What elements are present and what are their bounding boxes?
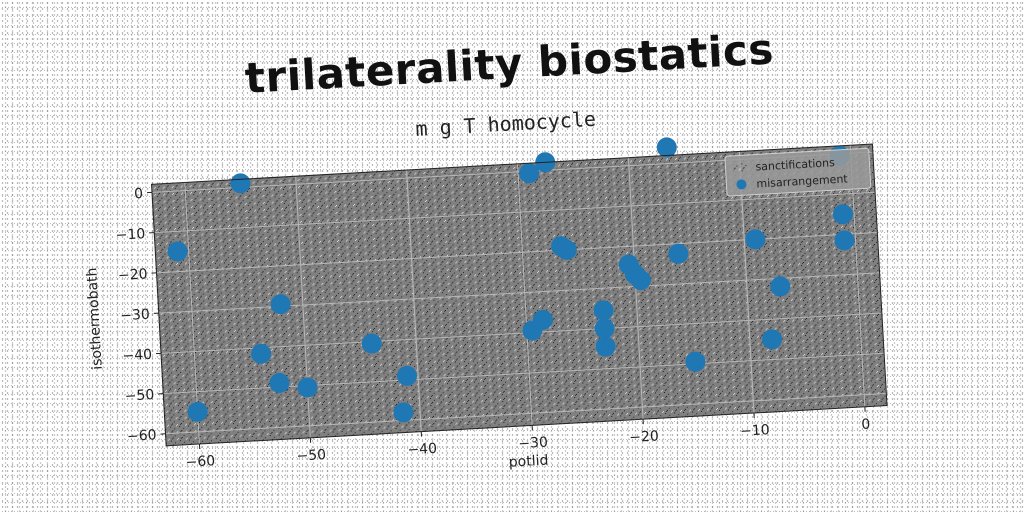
y-tick-label: −60 (127, 427, 157, 445)
y-gridline (154, 191, 876, 234)
data-point (593, 300, 614, 321)
x-tick-label: −20 (629, 428, 659, 446)
legend-marker-sanctifications (733, 163, 748, 173)
data-point (187, 401, 208, 422)
y-gridline (160, 312, 882, 354)
x-tick-label: −10 (740, 422, 770, 440)
x-gridline (517, 163, 533, 426)
data-point (656, 137, 677, 158)
data-point (167, 241, 188, 262)
y-gridline (165, 393, 887, 435)
plot-area: −60 −50 −40 −30 −20 −10 0 0 −10 −20 −30 −40 −50 −60 p… (84, 137, 888, 471)
legend-label-misarrangement: misarrangement (756, 172, 849, 190)
x-axis-label: potlid (508, 453, 548, 471)
y-axis-label: isothermobath (84, 267, 106, 370)
data-point (556, 239, 577, 260)
data-point (270, 294, 291, 315)
data-point (522, 320, 543, 341)
x-tick-label: −40 (407, 441, 437, 459)
legend-marker-misarrangement (736, 179, 747, 190)
x-gridline (406, 170, 422, 432)
axis-ticks: −60 −50 −40 −30 −20 −10 0 0 −10 −20 −30 −40 −50 −60 (115, 186, 871, 471)
data-point (297, 377, 318, 398)
data-point (832, 204, 853, 225)
y-tick-label: −10 (115, 226, 145, 244)
data-point (230, 173, 251, 194)
y-tick-label: −30 (120, 307, 150, 325)
x-tick-label: −30 (518, 435, 548, 453)
data-point (762, 329, 783, 350)
data-point (770, 276, 791, 297)
y-tick-label: −20 (118, 266, 148, 284)
y-tick-label: −50 (124, 387, 154, 405)
y-tick-label: 0 (134, 186, 144, 202)
data-point (269, 373, 290, 394)
data-point (834, 230, 855, 251)
x-tick-label: 0 (861, 417, 871, 433)
data-point (361, 333, 382, 354)
x-tick-label: −60 (185, 453, 215, 471)
data-point (595, 336, 616, 357)
data-point (745, 229, 766, 250)
misarrangement-points (167, 137, 855, 423)
data-point (396, 365, 417, 386)
y-tick-label: −40 (122, 347, 152, 365)
x-tick-label: −50 (296, 447, 326, 465)
legend-box (724, 147, 872, 197)
data-point (519, 163, 540, 184)
data-point (630, 270, 651, 291)
sanctifications-noise (151, 143, 888, 446)
legend: sanctifications misarrangement (724, 147, 872, 197)
data-point (685, 351, 706, 372)
data-point (393, 402, 414, 423)
legend-label-sanctifications: sanctifications (755, 156, 835, 173)
data-point (668, 243, 689, 264)
plot-frame (151, 143, 888, 447)
data-point (594, 318, 615, 339)
data-point (251, 343, 272, 364)
x-gridline (184, 182, 200, 445)
